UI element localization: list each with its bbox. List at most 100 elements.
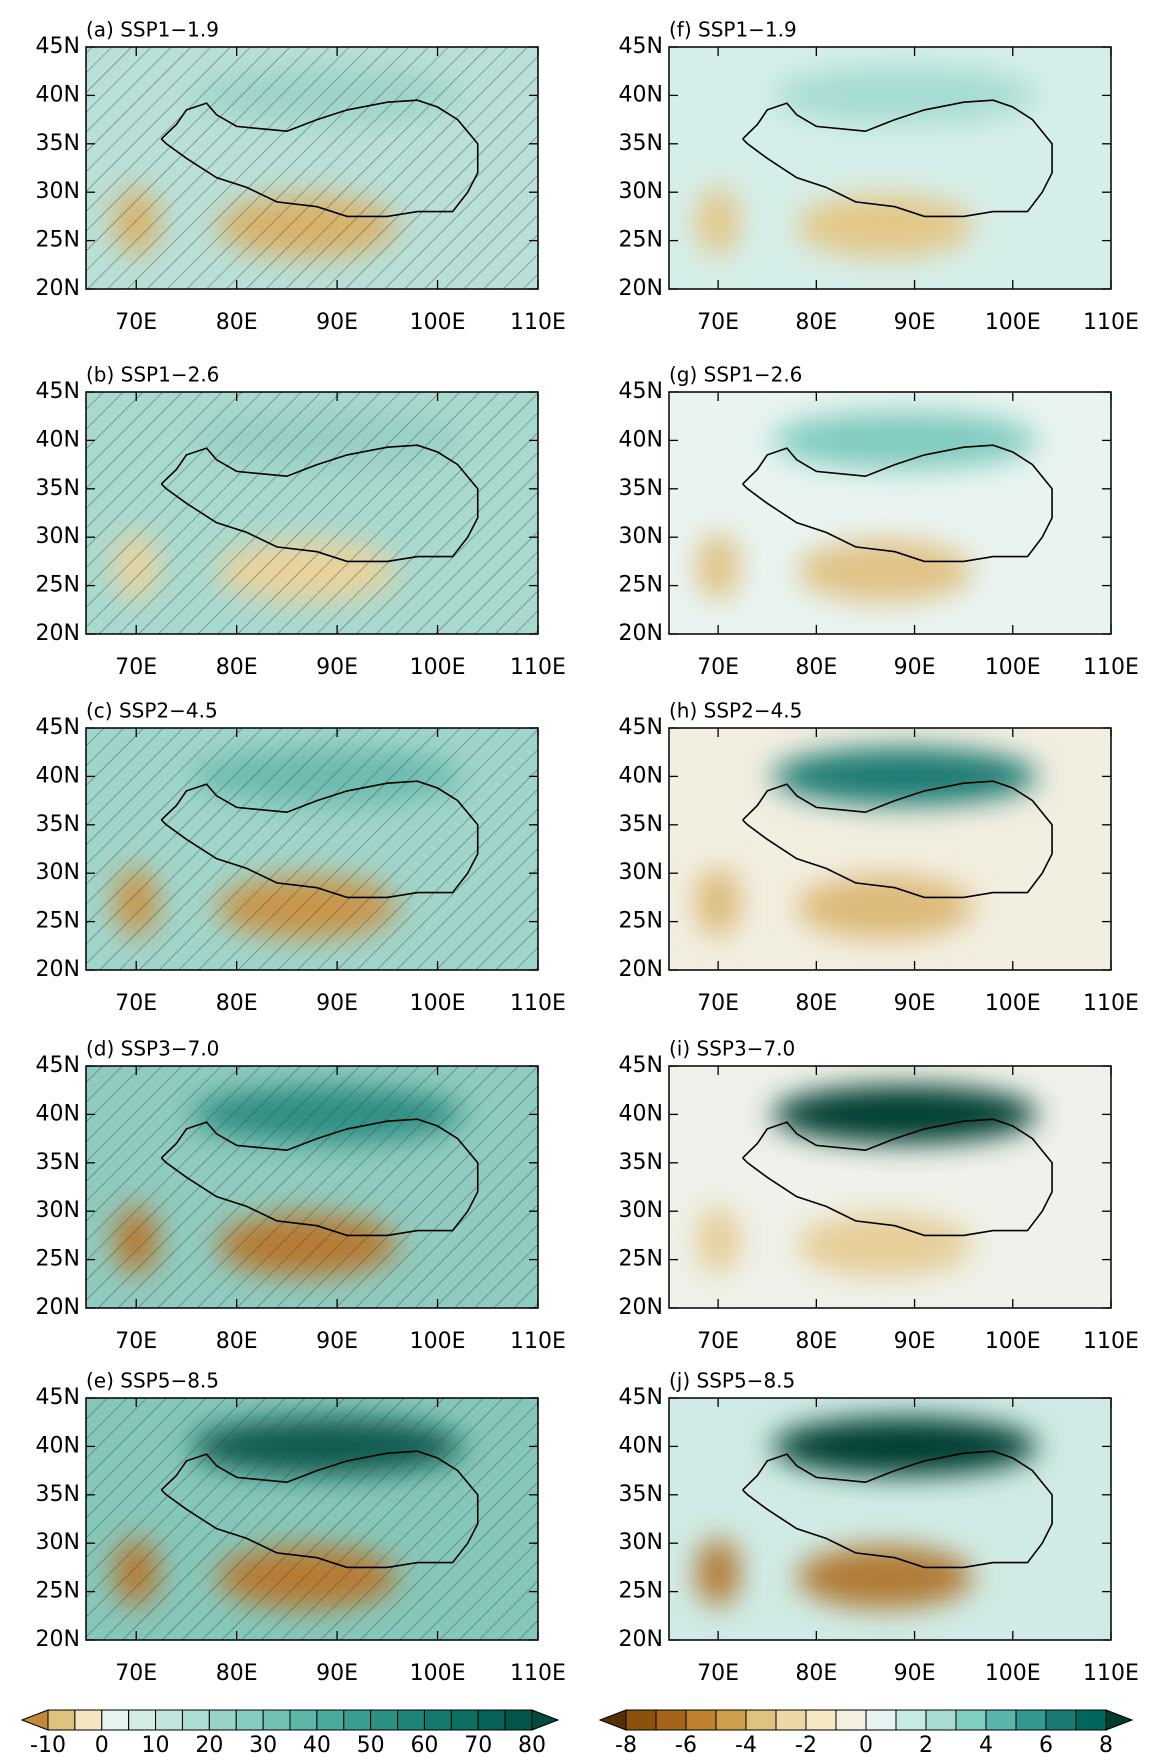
x-tick-label: 70E [697, 1661, 739, 1686]
y-tick-label: 25N [619, 573, 663, 598]
x-tick-label: 100E [410, 310, 466, 335]
field-south [796, 875, 974, 939]
colorbar-box [370, 1709, 399, 1731]
y-tick-label: 40N [619, 427, 663, 452]
x-tick-label: 90E [316, 655, 358, 680]
panel-title: (h) SSP2−4.5 [669, 699, 802, 723]
colorbar-label: -4 [735, 1733, 757, 1758]
x-tick-label: 90E [316, 310, 358, 335]
x-tick-label: 110E [510, 991, 566, 1016]
colorbar-box [155, 1709, 183, 1731]
y-tick-label: 20N [36, 1295, 80, 1320]
x-tick-label: 80E [216, 310, 258, 335]
y-tick-label: 25N [619, 228, 663, 253]
map-panel: (c) SSP2−4.5 70E 80E 90E 100E 110E 20N 25N 30N 35… [36, 699, 566, 1017]
field-southwest [696, 532, 741, 601]
field-south [796, 194, 974, 258]
colorbar-box [655, 1709, 687, 1731]
colorbar-label: -2 [795, 1733, 817, 1758]
colorbar-high [1105, 1709, 1134, 1731]
plateau-outline [160, 1118, 479, 1237]
map-field [86, 392, 538, 634]
y-tick-label: 40N [36, 763, 80, 788]
field-southwest [696, 1206, 741, 1275]
colorbar-box [1075, 1709, 1107, 1731]
plateau-outline [160, 444, 479, 563]
y-tick-label: 35N [36, 476, 80, 501]
colorbar-box [450, 1709, 479, 1731]
field-southwest [696, 187, 741, 256]
panel-title: (a) SSP1−1.9 [86, 18, 219, 42]
panel-title: (j) SSP5−8.5 [669, 1369, 795, 1393]
colorbar-box [262, 1709, 291, 1731]
colorbar-label: 40 [303, 1733, 331, 1758]
map-field [86, 1066, 538, 1308]
x-tick-label: 110E [1083, 1329, 1139, 1354]
colorbar-label: -6 [675, 1733, 697, 1758]
x-tick-label: 80E [795, 1661, 837, 1686]
significance-hatch [86, 728, 538, 970]
x-tick-label: 110E [1083, 310, 1139, 335]
colorbar-box [235, 1709, 264, 1731]
x-tick-label: 80E [795, 1329, 837, 1354]
panel-title: (b) SSP1−2.6 [86, 363, 219, 387]
y-tick-label: 30N [36, 524, 80, 549]
field-southwest [696, 1538, 741, 1607]
plot-frame [668, 391, 1112, 635]
x-tick-label: 70E [697, 1329, 739, 1354]
y-tick-label: 20N [36, 1627, 80, 1652]
colorbar-box [775, 1709, 807, 1731]
field-south [796, 539, 974, 603]
significance-hatch [86, 392, 538, 634]
y-tick-label: 25N [36, 1247, 80, 1272]
plot-frame [668, 1065, 1112, 1309]
y-tick-label: 30N [36, 179, 80, 204]
colorbar-label: -8 [615, 1733, 637, 1758]
plateau-outline [742, 99, 1053, 218]
y-tick-label: 40N [36, 427, 80, 452]
y-tick-label: 45N [36, 379, 80, 404]
colorbar-box [343, 1709, 372, 1731]
colorbar-box [685, 1709, 717, 1731]
map-panel: (j) SSP5−8.5 70E 80E 90E 100E 110E 20N 25N 30N 35… [619, 1369, 1139, 1687]
y-tick-label: 45N [619, 1385, 663, 1410]
colorbar-label: 70 [464, 1733, 492, 1758]
colorbar-box [835, 1709, 867, 1731]
plot-frame [85, 1065, 539, 1309]
field-south [796, 1545, 974, 1609]
map-panel: (e) SSP5−8.5 70E 80E 90E 100E 110E 20N 25N 30N 35… [36, 1369, 566, 1687]
colorbar-box [985, 1709, 1017, 1731]
colorbar-box [925, 1709, 957, 1731]
y-tick-label: 45N [619, 34, 663, 59]
y-tick-label: 45N [36, 715, 80, 740]
colorbar-box [895, 1709, 927, 1731]
x-tick-label: 90E [316, 1329, 358, 1354]
x-tick-label: 100E [410, 991, 466, 1016]
y-tick-label: 30N [36, 1530, 80, 1555]
panel-title: (g) SSP1−2.6 [669, 363, 802, 387]
colorbar-label: -10 [30, 1733, 66, 1758]
colorbar-box [477, 1709, 506, 1731]
panel-title: (d) SSP3−7.0 [86, 1037, 219, 1061]
map-field [669, 1066, 1111, 1308]
y-tick-label: 25N [619, 909, 663, 934]
y-tick-label: 35N [619, 476, 663, 501]
x-tick-label: 100E [985, 655, 1041, 680]
y-tick-label: 25N [36, 909, 80, 934]
colorbar-box [865, 1709, 897, 1731]
field-north [772, 411, 1038, 470]
y-tick-label: 45N [36, 1053, 80, 1078]
x-tick-label: 110E [510, 1329, 566, 1354]
x-tick-label: 100E [985, 991, 1041, 1016]
y-tick-label: 35N [619, 1482, 663, 1507]
colorbar-high [531, 1709, 560, 1731]
x-tick-label: 100E [985, 1661, 1041, 1686]
colorbar-box [1045, 1709, 1077, 1731]
y-tick-label: 20N [36, 621, 80, 646]
field-north [772, 1085, 1038, 1144]
plateau-outline [742, 780, 1053, 899]
colorbar-low [598, 1709, 627, 1731]
colorbar-label: 8 [1099, 1733, 1113, 1758]
y-tick-label: 25N [36, 573, 80, 598]
colorbar-label: 0 [859, 1733, 873, 1758]
